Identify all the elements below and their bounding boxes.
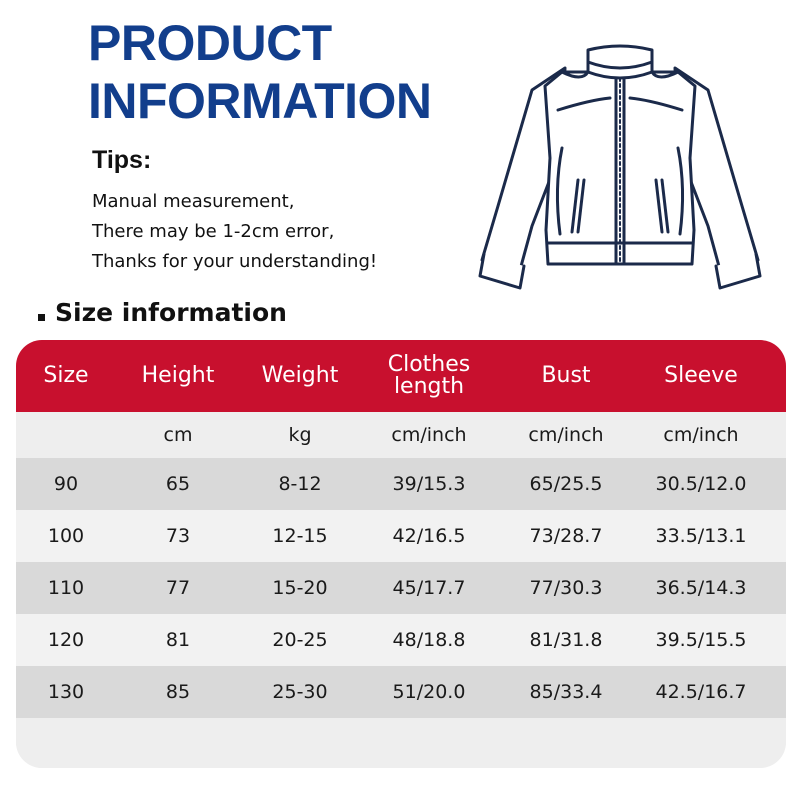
- cell-bust: 73/28.7: [529, 525, 603, 547]
- cell-sleeve: 39.5/15.5: [655, 629, 747, 651]
- cell-weight: 12-15: [272, 525, 328, 547]
- header-weight: Weight: [261, 363, 339, 388]
- unit-bust: cm/inch: [528, 424, 604, 446]
- cell-bust: 85/33.4: [529, 681, 603, 703]
- table-header-row: Size Height Weight Clothes length Bust S…: [16, 340, 786, 412]
- cell-weight: 8-12: [278, 473, 322, 495]
- table-row: 100 73 12-15 42/16.5 73/28.7 33.5/13.1: [16, 510, 786, 562]
- header-size: Size: [43, 363, 89, 388]
- page-title: PRODUCT INFORMATION: [88, 14, 432, 130]
- cell-clothes-length: 42/16.5: [392, 525, 466, 547]
- jacket-icon: [478, 44, 762, 290]
- cell-height: 73: [165, 525, 191, 547]
- cell-clothes-length: 45/17.7: [392, 577, 466, 599]
- title-line-1: PRODUCT: [88, 15, 332, 71]
- cell-clothes-length: 51/20.0: [392, 681, 466, 703]
- table-row: 110 77 15-20 45/17.7 77/30.3 36.5/14.3: [16, 562, 786, 614]
- cell-bust: 77/30.3: [529, 577, 603, 599]
- cell-size: 100: [47, 525, 85, 547]
- table-row: 90 65 8-12 39/15.3 65/25.5 30.5/12.0: [16, 458, 786, 510]
- cell-sleeve: 30.5/12.0: [655, 473, 747, 495]
- tips-line: Manual measurement,: [92, 191, 295, 212]
- cell-weight: 25-30: [272, 681, 328, 703]
- unit-weight: kg: [288, 424, 312, 446]
- header-height: Height: [141, 363, 215, 388]
- unit-height: cm: [163, 424, 193, 446]
- tips-line: There may be 1-2cm error,: [92, 221, 335, 242]
- unit-sleeve: cm/inch: [663, 424, 739, 446]
- unit-clothes-length: cm/inch: [391, 424, 467, 446]
- cell-height: 65: [165, 473, 191, 495]
- size-information-heading: Size information: [38, 298, 287, 327]
- table-units-row: cm kg cm/inch cm/inch cm/inch: [16, 412, 786, 458]
- title-line-2: INFORMATION: [88, 73, 432, 129]
- header-bust: Bust: [541, 363, 591, 388]
- cell-clothes-length: 48/18.8: [392, 629, 466, 651]
- tips-line: Thanks for your understanding!: [92, 251, 378, 272]
- cell-sleeve: 42.5/16.7: [655, 681, 747, 703]
- table-row: 120 81 20-25 48/18.8 81/31.8 39.5/15.5: [16, 614, 786, 666]
- cell-size: 90: [53, 473, 79, 495]
- size-table: Size Height Weight Clothes length Bust S…: [16, 340, 786, 768]
- cell-height: 85: [165, 681, 191, 703]
- cell-clothes-length: 39/15.3: [392, 473, 466, 495]
- cell-bust: 65/25.5: [529, 473, 603, 495]
- cell-weight: 20-25: [272, 629, 328, 651]
- square-bullet-icon: [38, 314, 45, 321]
- cell-size: 130: [47, 681, 85, 703]
- cell-sleeve: 36.5/14.3: [655, 577, 747, 599]
- cell-size: 110: [47, 577, 85, 599]
- cell-weight: 15-20: [272, 577, 328, 599]
- cell-size: 120: [47, 629, 85, 651]
- header-sleeve: Sleeve: [664, 363, 738, 388]
- size-information-label: Size information: [55, 298, 287, 327]
- table-row: 130 85 25-30 51/20.0 85/33.4 42.5/16.7: [16, 666, 786, 718]
- cell-height: 81: [165, 629, 191, 651]
- cell-sleeve: 33.5/13.1: [655, 525, 747, 547]
- cell-height: 77: [165, 577, 191, 599]
- cell-bust: 81/31.8: [529, 629, 603, 651]
- tips-text: Manual measurement, There may be 1-2cm e…: [92, 187, 377, 277]
- tips-heading: Tips:: [92, 146, 152, 174]
- table-footer: [16, 718, 786, 768]
- header-clothes-length: Clothes length: [387, 352, 471, 399]
